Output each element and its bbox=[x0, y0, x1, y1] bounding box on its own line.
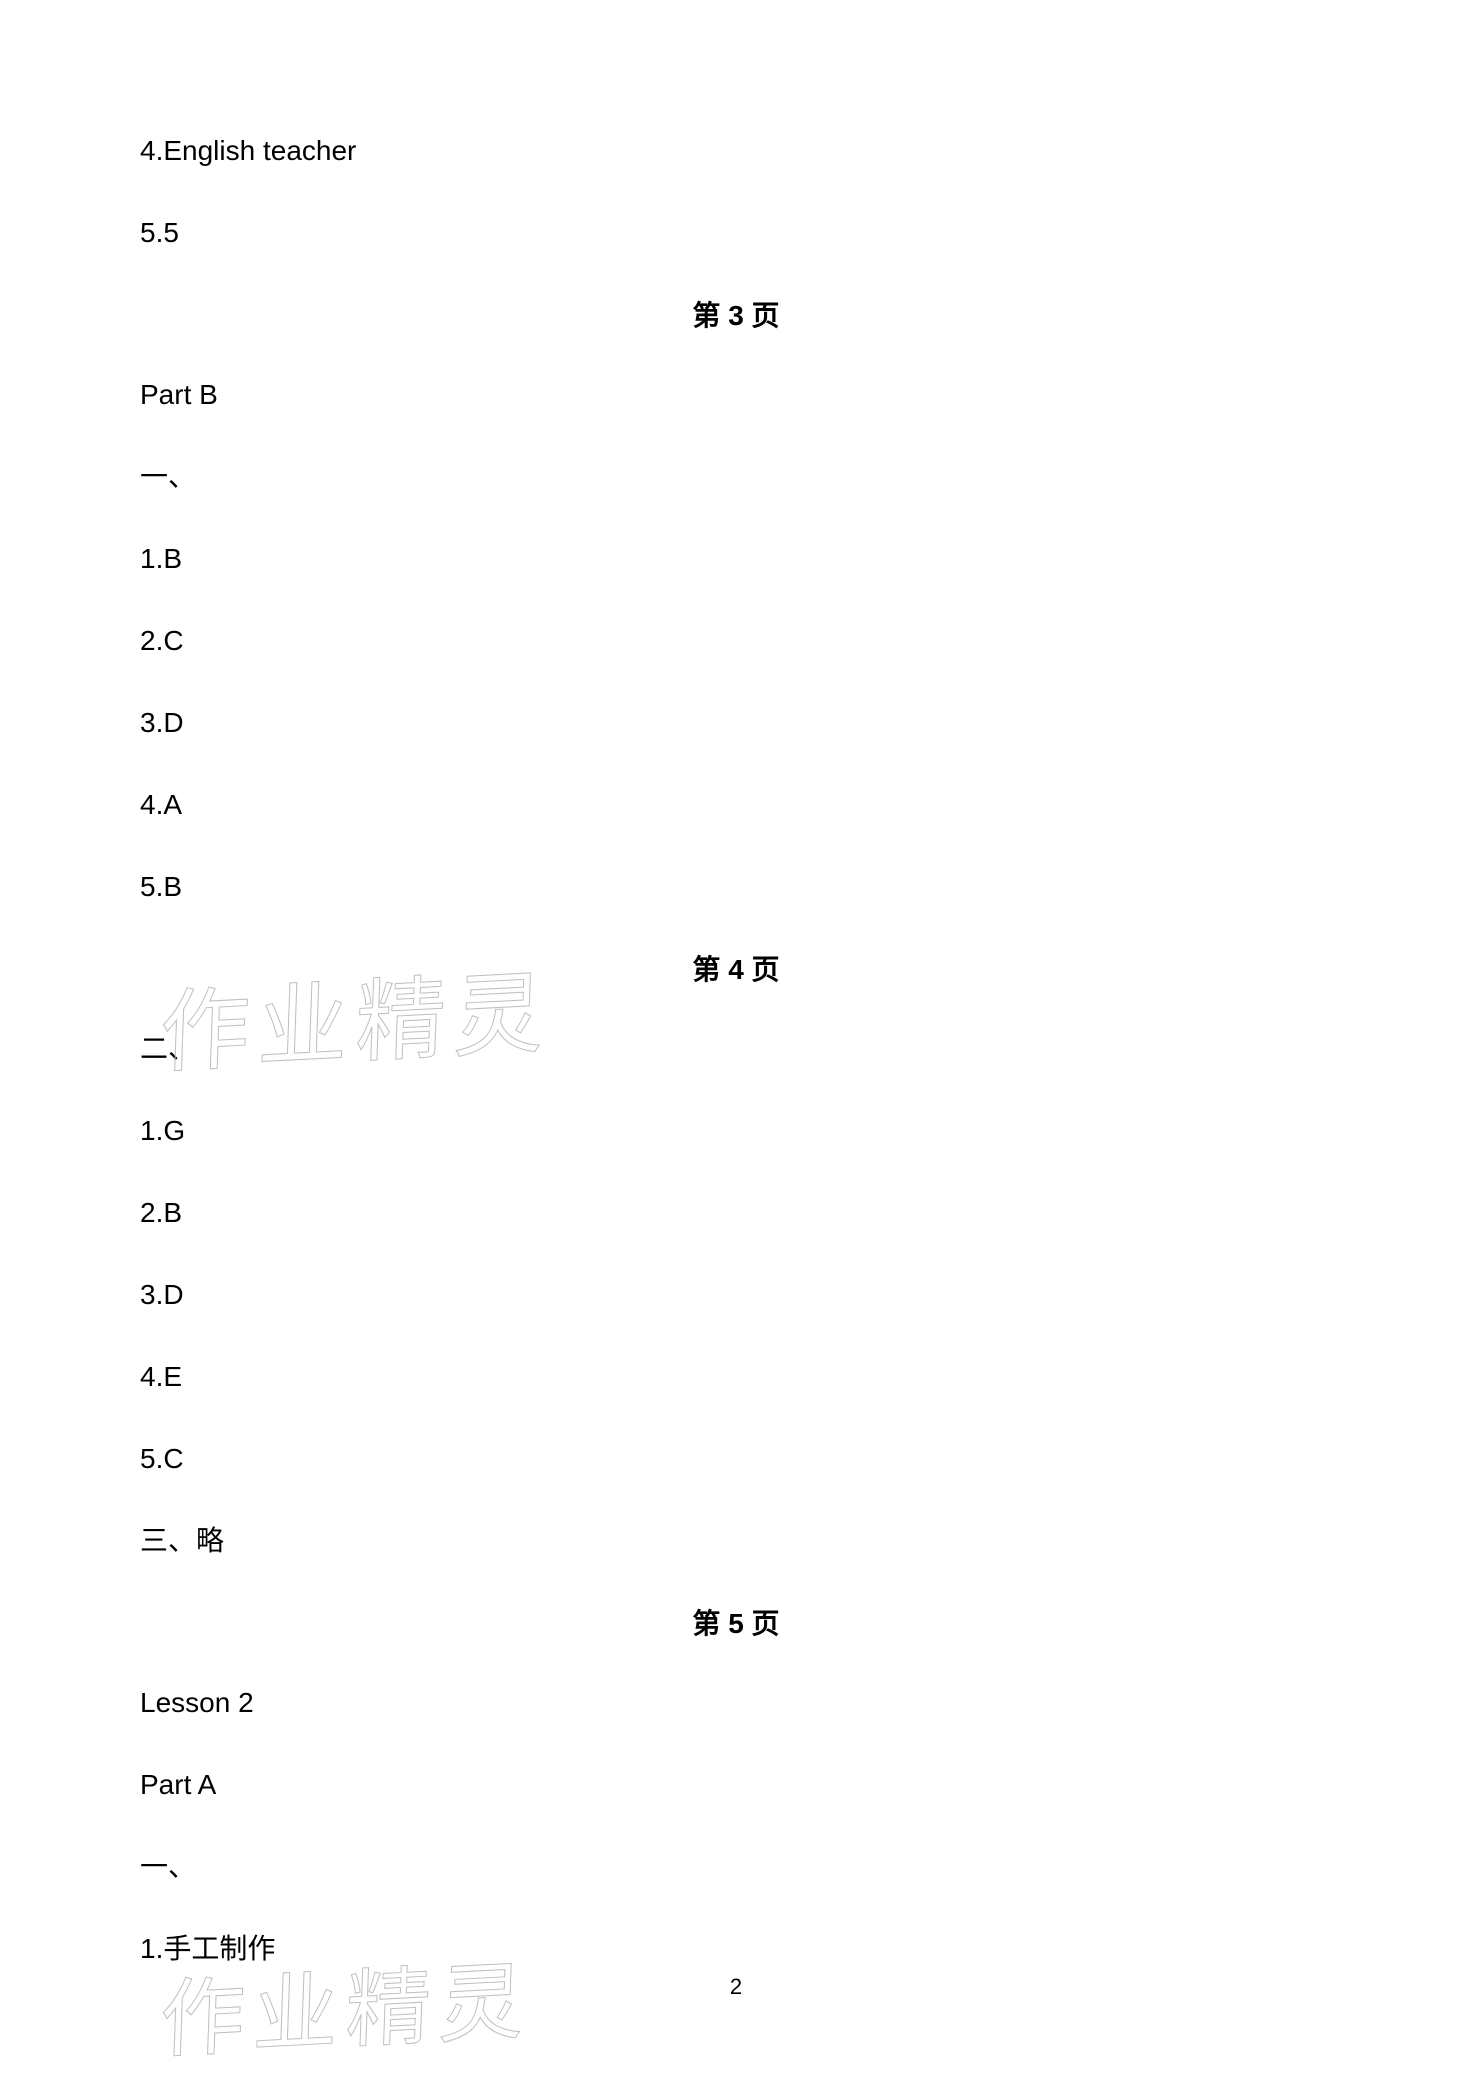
text-line: 2.C bbox=[140, 620, 1332, 662]
text-line: 二、 bbox=[140, 1028, 1332, 1070]
text-line: 3.D bbox=[140, 1274, 1332, 1316]
text-line: 5.B bbox=[140, 866, 1332, 908]
text-line: 三、略 bbox=[140, 1520, 1332, 1562]
text-line: Lesson 2 bbox=[140, 1682, 1332, 1724]
text-line: 5.C bbox=[140, 1438, 1332, 1480]
page-container: 4.English teacher 5.5 第 3 页 Part B 一、 1.… bbox=[0, 0, 1472, 1970]
text-line: 3.D bbox=[140, 702, 1332, 744]
text-line: 1.B bbox=[140, 538, 1332, 580]
page-heading-5: 第 5 页 bbox=[140, 1602, 1332, 1642]
page-heading-4: 第 4 页 bbox=[140, 948, 1332, 988]
text-line: 4.English teacher bbox=[140, 130, 1332, 172]
text-line: 一、 bbox=[140, 456, 1332, 498]
text-line: 一、 bbox=[140, 1846, 1332, 1888]
page-heading-3: 第 3 页 bbox=[140, 294, 1332, 334]
text-line: 1.G bbox=[140, 1110, 1332, 1152]
text-line: 2.B bbox=[140, 1192, 1332, 1234]
text-line: Part A bbox=[140, 1764, 1332, 1806]
text-line: 4.E bbox=[140, 1356, 1332, 1398]
page-number: 2 bbox=[730, 1974, 742, 2000]
text-line: 1.手工制作 bbox=[140, 1928, 1332, 1970]
text-line: 5.5 bbox=[140, 212, 1332, 254]
text-line: Part B bbox=[140, 374, 1332, 416]
text-line: 4.A bbox=[140, 784, 1332, 826]
